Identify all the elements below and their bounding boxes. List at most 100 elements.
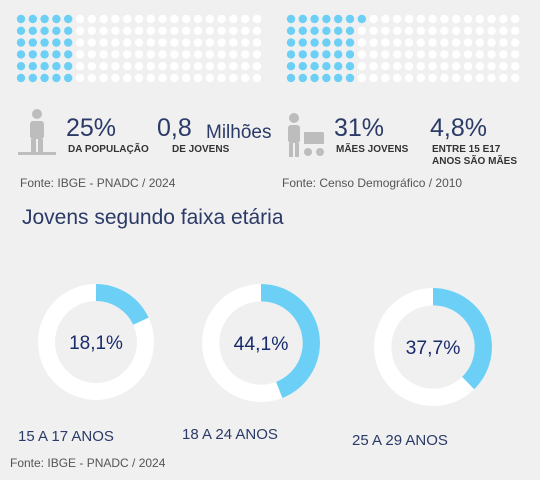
dot [170, 38, 179, 47]
highlighted-dot [334, 62, 343, 71]
dot [158, 14, 167, 24]
dot [87, 62, 97, 71]
dot [463, 38, 473, 47]
dot [205, 26, 214, 35]
dot [487, 38, 496, 47]
dot [381, 26, 390, 35]
dot [146, 73, 155, 83]
highlighted-dot [40, 50, 49, 59]
dot [404, 73, 414, 83]
dot [99, 26, 108, 35]
dot [463, 62, 473, 71]
dot [416, 38, 425, 47]
dot [205, 73, 214, 83]
dot [111, 38, 120, 47]
dot [134, 26, 144, 35]
dot [134, 50, 144, 59]
dot [87, 26, 97, 35]
highlighted-dot [286, 14, 296, 24]
dot [158, 50, 167, 59]
highlighted-dot [16, 73, 26, 83]
highlighted-dot [40, 73, 49, 83]
dot [440, 26, 449, 35]
dot [111, 62, 120, 71]
highlighted-dot [16, 14, 26, 24]
highlighted-dot [52, 38, 61, 47]
dot [123, 38, 132, 47]
dot [229, 50, 238, 59]
donut-chart-15-17: 18,1% [38, 284, 154, 400]
dot [217, 26, 226, 35]
dot [404, 38, 414, 47]
dot [499, 38, 508, 47]
dot [416, 14, 425, 24]
dot [217, 38, 226, 47]
youth-count-caption: DE JOVENS [172, 144, 230, 155]
footer-source: Fonte: IBGE - PNADC / 2024 [10, 456, 166, 470]
dot [99, 73, 108, 83]
mother-with-stroller-icon [288, 113, 324, 157]
dot [75, 62, 85, 71]
age-label-15-17: 15 A 17 ANOS [18, 428, 114, 445]
dot [134, 62, 144, 71]
dot [393, 14, 402, 24]
highlighted-dot [40, 38, 49, 47]
young-mothers-percent: 31% [334, 114, 385, 142]
dot [217, 50, 226, 59]
dot [428, 62, 437, 71]
donut-chart-18-24: 44,1% [202, 284, 320, 402]
dot [487, 62, 496, 71]
dot [487, 14, 496, 24]
highlighted-dot [322, 62, 331, 71]
dot [475, 50, 484, 59]
highlighted-dot [345, 50, 355, 59]
dot [170, 26, 179, 35]
highlighted-dot [357, 14, 366, 24]
dot [146, 14, 155, 24]
dot [428, 26, 437, 35]
dot [99, 14, 108, 24]
dot [134, 14, 144, 24]
dot [241, 62, 250, 71]
dot [193, 38, 203, 47]
dot [475, 73, 484, 83]
dot [440, 62, 449, 71]
dot [357, 38, 366, 47]
dot [381, 62, 390, 71]
dot [229, 62, 238, 71]
dot [357, 50, 366, 59]
dot [87, 73, 97, 83]
dot [241, 73, 250, 83]
dot [193, 26, 203, 35]
dot [158, 26, 167, 35]
section-title: Jovens segundo faixa etária [22, 206, 284, 229]
dot [252, 62, 262, 71]
highlighted-dot [334, 14, 343, 24]
dot [193, 14, 203, 24]
highlighted-dot [40, 26, 49, 35]
dot [511, 50, 520, 59]
highlighted-dot [40, 62, 49, 71]
dot [123, 26, 132, 35]
dot [134, 73, 144, 83]
donut-slice [261, 284, 320, 398]
dot [475, 26, 484, 35]
dot [182, 26, 191, 35]
dot [416, 50, 425, 59]
donut-value-label: 37,7% [406, 338, 461, 359]
dot [87, 50, 97, 59]
dot [182, 38, 191, 47]
dot [381, 73, 390, 83]
highlighted-dot [298, 38, 307, 47]
dot [404, 62, 414, 71]
dot [99, 38, 108, 47]
dot [381, 14, 390, 24]
dot [511, 26, 520, 35]
highlighted-dot [345, 38, 355, 47]
dot [428, 38, 437, 47]
dot [252, 50, 262, 59]
dot [123, 73, 132, 83]
youth-count-unit: Milhões [206, 122, 272, 143]
dot [393, 73, 402, 83]
dot [111, 73, 120, 83]
